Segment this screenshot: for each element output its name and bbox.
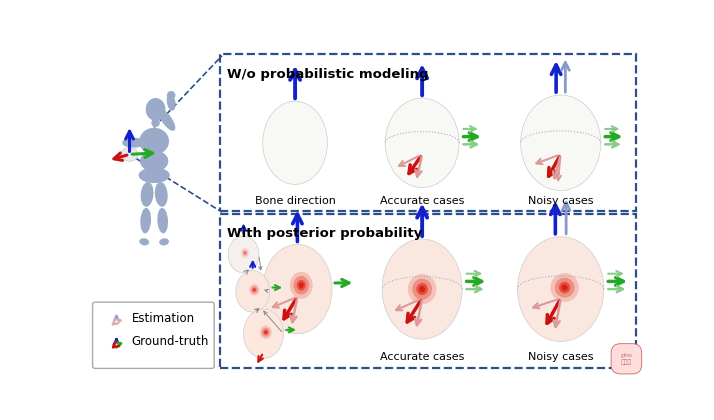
Ellipse shape bbox=[264, 331, 267, 334]
Ellipse shape bbox=[293, 276, 309, 294]
Ellipse shape bbox=[244, 252, 246, 254]
Ellipse shape bbox=[408, 274, 436, 304]
Ellipse shape bbox=[550, 273, 579, 302]
Ellipse shape bbox=[159, 109, 176, 131]
Ellipse shape bbox=[263, 330, 268, 335]
Ellipse shape bbox=[251, 286, 258, 294]
Ellipse shape bbox=[121, 147, 138, 161]
Ellipse shape bbox=[124, 138, 145, 148]
Ellipse shape bbox=[252, 288, 256, 292]
Ellipse shape bbox=[261, 328, 270, 337]
Ellipse shape bbox=[146, 98, 166, 121]
Ellipse shape bbox=[122, 139, 135, 147]
Text: Estimation: Estimation bbox=[132, 312, 195, 325]
Ellipse shape bbox=[242, 249, 248, 257]
Ellipse shape bbox=[263, 244, 332, 334]
Ellipse shape bbox=[412, 278, 432, 299]
Ellipse shape bbox=[243, 251, 247, 255]
Text: Noisy cases: Noisy cases bbox=[528, 197, 593, 206]
Ellipse shape bbox=[139, 238, 149, 245]
Ellipse shape bbox=[141, 182, 154, 207]
Text: W/o probabilistic modeling: W/o probabilistic modeling bbox=[226, 68, 428, 81]
Ellipse shape bbox=[151, 118, 160, 127]
Ellipse shape bbox=[249, 284, 259, 296]
Ellipse shape bbox=[140, 150, 169, 172]
Ellipse shape bbox=[155, 182, 168, 207]
Ellipse shape bbox=[290, 272, 313, 299]
Ellipse shape bbox=[382, 239, 462, 339]
Ellipse shape bbox=[555, 278, 575, 297]
Ellipse shape bbox=[159, 238, 169, 245]
Text: Accurate cases: Accurate cases bbox=[380, 197, 464, 206]
Text: With posterior probability: With posterior probability bbox=[226, 228, 422, 241]
Text: Accurate cases: Accurate cases bbox=[380, 352, 464, 362]
Ellipse shape bbox=[139, 168, 170, 183]
Ellipse shape bbox=[141, 208, 151, 234]
Ellipse shape bbox=[559, 282, 570, 293]
Ellipse shape bbox=[243, 309, 283, 358]
Ellipse shape bbox=[236, 270, 270, 312]
Ellipse shape bbox=[521, 95, 600, 191]
Ellipse shape bbox=[241, 248, 249, 258]
Ellipse shape bbox=[518, 237, 604, 341]
Ellipse shape bbox=[228, 236, 259, 273]
Text: Bone direction: Bone direction bbox=[255, 197, 336, 206]
Ellipse shape bbox=[167, 94, 176, 111]
Ellipse shape bbox=[419, 286, 426, 292]
Ellipse shape bbox=[298, 282, 303, 288]
Ellipse shape bbox=[385, 98, 459, 187]
Ellipse shape bbox=[561, 284, 568, 291]
Ellipse shape bbox=[260, 326, 272, 339]
Bar bbox=[221, 54, 636, 210]
Text: pho
中文网: pho 中文网 bbox=[620, 353, 633, 365]
Ellipse shape bbox=[263, 101, 328, 184]
Ellipse shape bbox=[253, 289, 256, 291]
Ellipse shape bbox=[297, 280, 306, 291]
Ellipse shape bbox=[167, 91, 176, 100]
FancyBboxPatch shape bbox=[93, 302, 214, 368]
Text: Ground-truth: Ground-truth bbox=[132, 335, 209, 348]
Ellipse shape bbox=[157, 208, 168, 234]
Text: Noisy cases: Noisy cases bbox=[528, 352, 593, 362]
Ellipse shape bbox=[416, 283, 428, 295]
Ellipse shape bbox=[139, 128, 169, 155]
Bar bbox=[221, 214, 636, 368]
